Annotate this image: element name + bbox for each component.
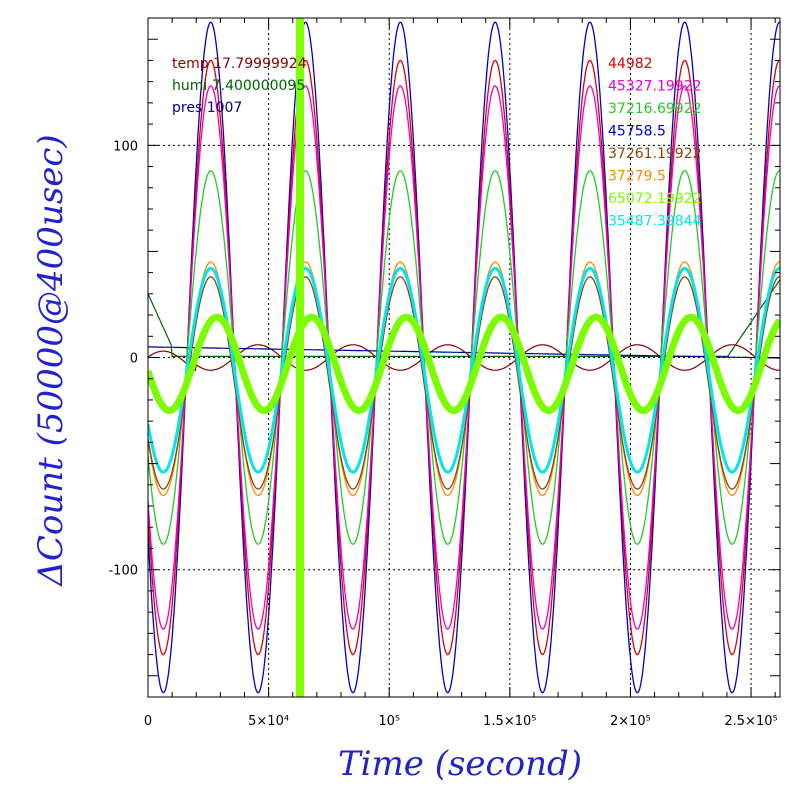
y-tick-label: 100: [113, 139, 138, 154]
series-line: [148, 276, 780, 490]
series-legend-entry: 37279.5: [608, 169, 666, 185]
env-legend-entry: pres 1007: [172, 100, 242, 116]
marker-line: [295, 18, 304, 697]
x-tick-label: 2×10⁵: [610, 714, 651, 729]
x-tick-label: 0: [144, 714, 152, 729]
series-legend-entry: 45327.19922: [608, 79, 702, 95]
series-line: [148, 313, 780, 414]
series-legend-entry: 45758.5: [608, 124, 666, 140]
series-group: [148, 18, 780, 697]
env-legend-entry: temp 17.79999924: [172, 56, 307, 72]
x-axis-title: Time (second): [338, 744, 582, 784]
y-tick-label: -100: [108, 564, 138, 579]
ticks: [147, 18, 780, 697]
series-legend-entry: 35487.39844: [608, 214, 702, 230]
series-legend-entry: 37261.19922: [608, 146, 702, 162]
series-line: [148, 21, 780, 694]
y-tick-label: 0: [130, 352, 138, 367]
series-legend-entry: 44982: [608, 56, 653, 72]
x-tick-label: 2.5×10⁵: [724, 714, 777, 729]
series-line: [148, 170, 780, 545]
x-tick-label: 10⁵: [378, 714, 400, 729]
env-legend-entry: humi 7.400000095: [172, 78, 305, 94]
env-legend: temp 17.79999924 humi 7.400000095 pres 100…: [172, 56, 307, 116]
env-line: [148, 344, 780, 372]
series-legend-entry: 37216.69922: [608, 101, 702, 117]
series-line: [148, 59, 780, 656]
y-axis-title: ΔCount (50000@400usec): [31, 134, 71, 587]
series-legend-entry: 65072.19922: [608, 191, 702, 207]
env-line: [148, 346, 780, 359]
series-legend: 44982 45327.19922 37216.69922 45758.5 37261.…: [608, 56, 702, 230]
series-line: [148, 85, 780, 630]
x-tick-label: 5×10⁴: [248, 714, 289, 729]
tick-labels: 0 5×10⁴ 10⁵ 1.5×10⁵ 2×10⁵ 2.5×10⁵ 100 0 -100: [108, 139, 777, 729]
x-tick-label: 1.5×10⁵: [483, 714, 536, 729]
series-line: [148, 266, 780, 474]
